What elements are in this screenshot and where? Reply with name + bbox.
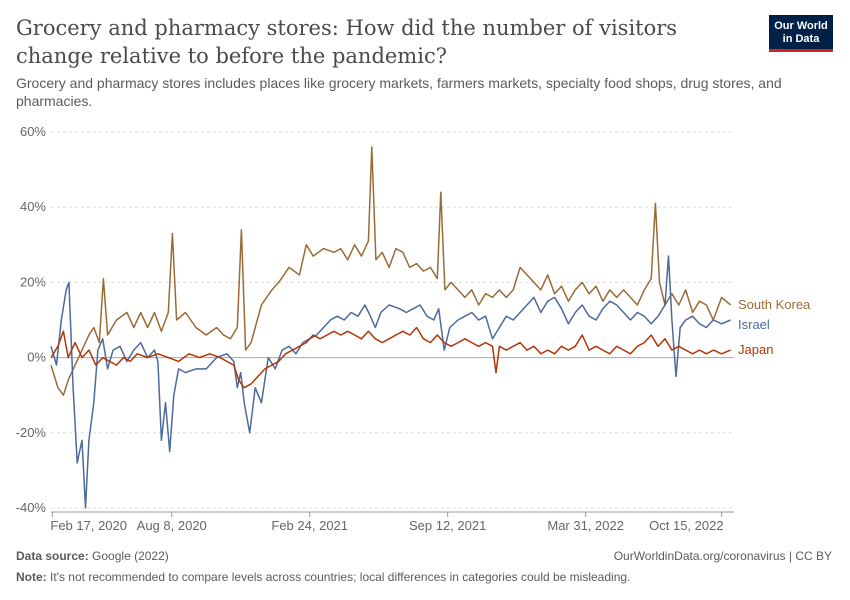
- series-line-south-korea[interactable]: [50, 146, 732, 396]
- y-tick-label: 40%: [20, 199, 46, 214]
- data-source: Data source: Google (2022): [16, 549, 169, 563]
- logo-line-2: in Data: [782, 33, 820, 45]
- chart-note: Note: It's not recommended to compare le…: [16, 570, 630, 584]
- chart-title: Grocery and pharmacy stores: How did the…: [16, 16, 678, 68]
- series-label[interactable]: Japan: [738, 342, 773, 357]
- data-source-label: Data source:: [16, 549, 89, 563]
- x-tick-label: Feb 17, 2020: [50, 518, 127, 533]
- x-tick-label: Aug 8, 2020: [137, 518, 207, 533]
- series-line-israel[interactable]: [50, 255, 731, 509]
- license-link[interactable]: OurWorldinData.org/coronavirus | CC BY: [613, 549, 832, 563]
- line-chart: -40% -20% 0% 20% 40% 60% Feb 17, 2020 Aug 8, 20…: [16, 124, 811, 533]
- series-label[interactable]: Israel: [738, 317, 770, 332]
- series-label[interactable]: South Korea: [738, 297, 811, 312]
- y-tick-label: 20%: [20, 274, 46, 289]
- logo-line-1: Our World: [774, 20, 828, 32]
- y-tick-label: -40%: [16, 500, 47, 515]
- chart-subtitle: Grocery and pharmacy stores includes pla…: [16, 75, 782, 109]
- note-text: It's not recommended to compare levels a…: [50, 570, 631, 584]
- owid-logo[interactable]: Our World in Data: [769, 15, 833, 52]
- x-tick-label: Mar 31, 2022: [547, 518, 624, 533]
- y-tick-label: 60%: [20, 124, 46, 139]
- data-source-link[interactable]: Google (2022): [92, 549, 169, 563]
- note-label: Note:: [16, 570, 47, 584]
- x-tick-label: Sep 12, 2021: [409, 518, 486, 533]
- series-line-japan[interactable]: [50, 326, 731, 389]
- x-tick-label: Feb 24, 2021: [271, 518, 348, 533]
- x-tick-label: Oct 15, 2022: [649, 518, 723, 533]
- y-tick-label: 0%: [27, 350, 46, 365]
- y-tick-label: -20%: [16, 425, 47, 440]
